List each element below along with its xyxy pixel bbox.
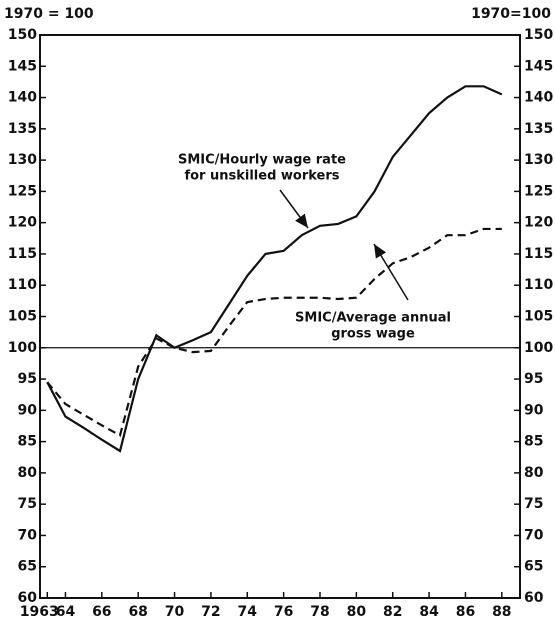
y-tick-label: 85 [18, 434, 37, 450]
y2-tick-label: 135 [524, 121, 553, 137]
y-tick-label: 75 [18, 496, 37, 512]
y-tick-label: 90 [18, 402, 38, 418]
y2-tick-label: 130 [524, 152, 553, 168]
annotation: for unskilled workers [184, 169, 339, 184]
x-tick-label: 82 [383, 604, 402, 620]
y-tick-label: 115 [8, 246, 37, 262]
y-tick-label: 120 [8, 215, 37, 231]
x-tick-label: 74 [238, 604, 258, 620]
y2-tick-label: 120 [524, 215, 553, 231]
y-tick-label: 135 [8, 121, 37, 137]
x-tick-label: 88 [492, 604, 511, 620]
y2-tick-label: 65 [524, 559, 543, 575]
x-tick-label: 80 [347, 604, 367, 620]
y-tick-label: 95 [18, 371, 37, 387]
y-tick-label: 110 [8, 277, 37, 293]
x-tick-label: 86 [456, 604, 475, 620]
y2-tick-label: 60 [524, 590, 544, 606]
y-tick-label: 140 [8, 90, 37, 106]
annotation: gross wage [331, 327, 415, 342]
y-tick-label: 80 [18, 465, 38, 481]
y-tick-label: 60 [18, 590, 38, 606]
y2-unit-label: 1970=100 [471, 6, 551, 22]
y-tick-label: 130 [8, 152, 37, 168]
y2-tick-label: 90 [524, 402, 544, 418]
annotation: SMIC/Average annual [295, 311, 451, 326]
y2-tick-label: 70 [524, 527, 544, 543]
x-tick-label: 68 [128, 604, 147, 620]
y-tick-label: 125 [8, 183, 37, 199]
y-tick-label: 145 [8, 58, 37, 74]
x-tick-label: 64 [56, 604, 76, 620]
x-tick-label: 78 [310, 604, 329, 620]
x-tick-label: 66 [92, 604, 111, 620]
y2-tick-label: 105 [524, 309, 553, 325]
y2-tick-label: 150 [524, 27, 553, 43]
y-unit-label: 1970 = 100 [4, 6, 94, 22]
y2-tick-label: 100 [524, 340, 553, 356]
y2-tick-label: 115 [524, 246, 553, 262]
x-tick-label: 76 [274, 604, 293, 620]
y2-tick-label: 85 [524, 434, 543, 450]
y2-tick-label: 140 [524, 90, 553, 106]
series-line [46, 227, 502, 437]
y-tick-label: 150 [8, 27, 37, 43]
x-tick-label: 70 [165, 604, 185, 620]
y2-tick-label: 125 [524, 183, 553, 199]
y2-tick-label: 80 [524, 465, 544, 481]
x-tick-label: 72 [201, 604, 220, 620]
annotation: SMIC/Hourly wage rate [178, 153, 346, 168]
y-tick-label: 105 [8, 309, 37, 325]
y-tick-label: 100 [8, 340, 37, 356]
y-tick-label: 70 [18, 527, 38, 543]
y-tick-label: 65 [18, 559, 37, 575]
y2-tick-label: 145 [524, 58, 553, 74]
y2-tick-label: 110 [524, 277, 553, 293]
series-line [46, 85, 503, 453]
x-tick-label: 84 [419, 604, 439, 620]
x-tick-label: 1963 [20, 604, 59, 620]
annotation-arrow [279, 189, 309, 229]
annotation-arrow [373, 243, 409, 301]
y2-tick-label: 75 [524, 496, 543, 512]
y2-tick-label: 95 [524, 371, 543, 387]
